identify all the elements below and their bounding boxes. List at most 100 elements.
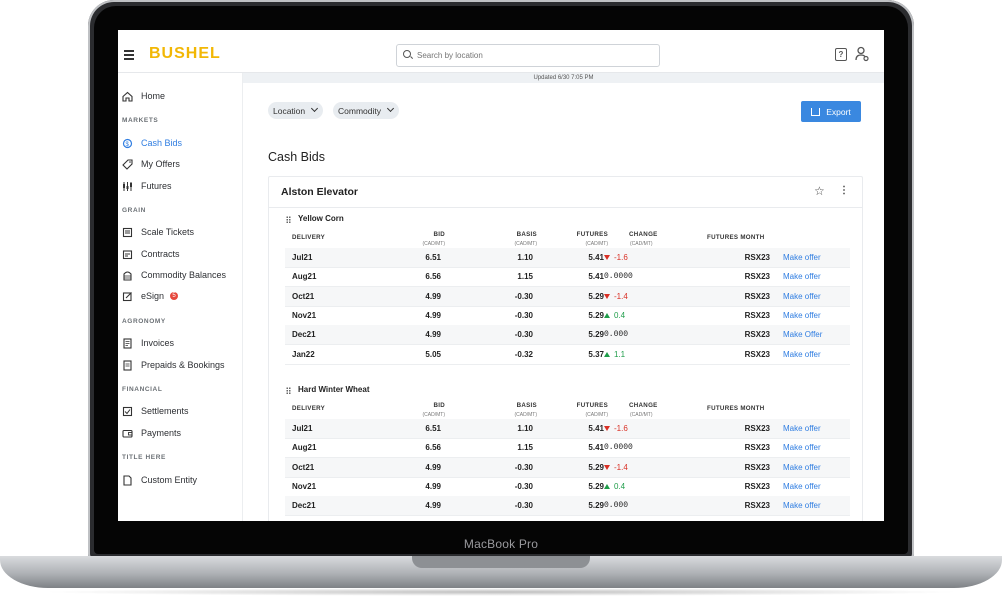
change-cell: -1.6	[604, 253, 628, 262]
elevator-name: Alston Elevator	[281, 186, 359, 198]
commodity-filter[interactable]: Commodity	[333, 102, 399, 119]
make-offer-link[interactable]: Make offer	[783, 272, 821, 282]
basis-cell: -0.30	[514, 481, 533, 491]
chevron-down-icon	[386, 104, 395, 113]
sidebar-item-commodity-balances[interactable]: Commodity Balances	[122, 268, 226, 282]
sidebar-item-payments[interactable]: Payments	[122, 426, 181, 440]
drag-handle-icon[interactable]	[286, 387, 291, 394]
sidebar-item-label: Contracts	[141, 249, 180, 259]
make-offer-link[interactable]: Make offer	[783, 253, 821, 262]
sidebar-item-futures[interactable]: Futures	[122, 179, 172, 193]
crop-name: Hard Winter Wheat	[298, 385, 370, 394]
table-row: Dec21 4.99 -0.30 5.29 0.000 RSX23 Make offer	[285, 496, 850, 517]
down-arrow-icon	[604, 464, 610, 470]
laptop-shadow	[40, 588, 962, 596]
header-basis: BASIS	[516, 402, 537, 409]
sidebar-item-cash-bids[interactable]: $ Cash Bids	[122, 136, 182, 150]
user-settings-icon[interactable]	[855, 46, 869, 62]
sidebar-item-home[interactable]: Home	[122, 89, 165, 103]
header-futures-month: FUTURES MONTH	[707, 405, 765, 412]
menu-icon[interactable]	[124, 50, 134, 62]
sidebar-item-label: Custom Entity	[141, 475, 198, 485]
make-offer-link[interactable]: Make offer	[783, 424, 821, 433]
home-icon	[122, 91, 133, 102]
header-futures: FUTURES	[576, 402, 608, 409]
laptop-model-label: MacBook Pro	[463, 537, 539, 551]
star-icon[interactable]: ☆	[814, 184, 825, 198]
make-offer-link[interactable]: Make offer	[783, 443, 821, 453]
bid-cell: 6.51	[425, 424, 441, 433]
futures-cell: 5.29	[588, 291, 604, 301]
sidebar-item-label: Settlements	[141, 406, 189, 416]
basis-cell: 1.10	[517, 424, 533, 433]
bid-cell: 4.99	[425, 330, 441, 340]
change-value: 0.4	[614, 310, 626, 320]
futures-cell: 5.29	[588, 310, 604, 320]
drag-handle-icon[interactable]	[286, 216, 291, 223]
header-basis-unit: (CAD/MT)	[514, 412, 538, 418]
futures-cell: 5.41	[588, 424, 604, 433]
bid-cell: 6.56	[425, 272, 441, 282]
sidebar-item-label: Invoices	[141, 338, 175, 348]
sidebar-item-prepaids[interactable]: Prepaids & Bookings	[122, 358, 225, 372]
delivery-cell: Nov21	[292, 310, 317, 320]
sidebar-item-settlements[interactable]: Settlements	[122, 404, 189, 418]
section-header-grain: GRAIN	[122, 207, 146, 214]
document-icon	[123, 474, 132, 486]
export-button[interactable]: Export	[801, 101, 861, 122]
change-cell: 1.1	[604, 350, 625, 359]
more-options-icon[interactable]: ⋮	[839, 185, 849, 196]
table-row: Jul21 6.51 1.10 5.41 -1.6 RSX23 Make offer	[285, 419, 850, 439]
section-header-title-here: TITLE HERE	[122, 454, 166, 461]
delivery-cell: Nov21	[292, 481, 317, 491]
futures-month-cell: RSX23	[744, 481, 770, 491]
basis-cell: -0.30	[514, 310, 533, 320]
location-filter[interactable]: Location	[268, 102, 324, 119]
delivery-cell: Jan22	[292, 349, 315, 359]
sidebar-item-label: Scale Tickets	[141, 227, 195, 237]
section-header-markets: MARKETS	[122, 117, 159, 124]
sidebar-item-esign[interactable]: eSign 5	[122, 289, 179, 303]
make-offer-link[interactable]: Make Offer	[783, 330, 823, 340]
crop-section: Hard Winter Wheat DELIVERY BID (CAD/MT) BASI…	[269, 385, 862, 521]
bushel-logo[interactable]: BUSHEL	[149, 45, 221, 62]
make-offer-link[interactable]: Make offer	[783, 481, 821, 491]
change-value: -1.6	[614, 424, 628, 433]
make-offer-link[interactable]: Make offer	[783, 462, 821, 472]
sidebar-item-contracts[interactable]: Contracts	[122, 247, 180, 261]
make-offer-link[interactable]: Make offer	[783, 349, 821, 359]
header-futures-unit: (CAD/MT)	[585, 412, 609, 418]
make-offer-link[interactable]: Make offer	[783, 291, 821, 301]
sidebar-item-label: My Offers	[141, 159, 180, 169]
make-offer-link[interactable]: Make offer	[783, 310, 821, 320]
header-futures-month: FUTURES MONTH	[707, 234, 765, 241]
futures-cell: 5.41	[588, 443, 604, 453]
header-delivery: DELIVERY	[292, 405, 326, 412]
esign-count-badge: 5	[170, 292, 179, 300]
esign-icon	[122, 291, 132, 301]
down-arrow-icon	[604, 293, 610, 299]
sidebar-item-my-offers[interactable]: My Offers	[122, 157, 180, 171]
change-value: -1.6	[614, 253, 628, 262]
sidebar-item-scale-tickets[interactable]: Scale Tickets	[122, 225, 194, 239]
sidebar-item-invoices[interactable]: Invoices	[122, 336, 174, 350]
header-change: CHANGE	[629, 231, 658, 238]
futures-month-cell: RSX23	[744, 272, 770, 282]
wallet-icon	[122, 429, 133, 438]
header-bid: BID	[433, 231, 445, 238]
chevron-down-icon	[311, 104, 319, 113]
search-input[interactable]	[415, 47, 655, 64]
table-row: Oct21 4.99 -0.30 5.29 -1.4 RSX23 Make offer	[285, 286, 850, 307]
help-icon[interactable]: ?	[835, 48, 847, 61]
search-box[interactable]	[396, 44, 660, 67]
header-bid-unit: (CAD/MT)	[422, 412, 446, 418]
change-value: -1.4	[614, 462, 628, 472]
basis-cell: 1.15	[517, 443, 533, 453]
sidebar-item-custom-entity[interactable]: Custom Entity	[122, 473, 197, 487]
make-offer-link[interactable]: Make offer	[783, 501, 821, 511]
futures-month-cell: RSX23	[744, 501, 770, 511]
bid-cell: 6.56	[425, 443, 441, 453]
futures-month-cell: RSX23	[744, 424, 770, 433]
section-header-agronomy: AGRONOMY	[122, 318, 166, 325]
change-cell: -1.4	[604, 463, 628, 472]
